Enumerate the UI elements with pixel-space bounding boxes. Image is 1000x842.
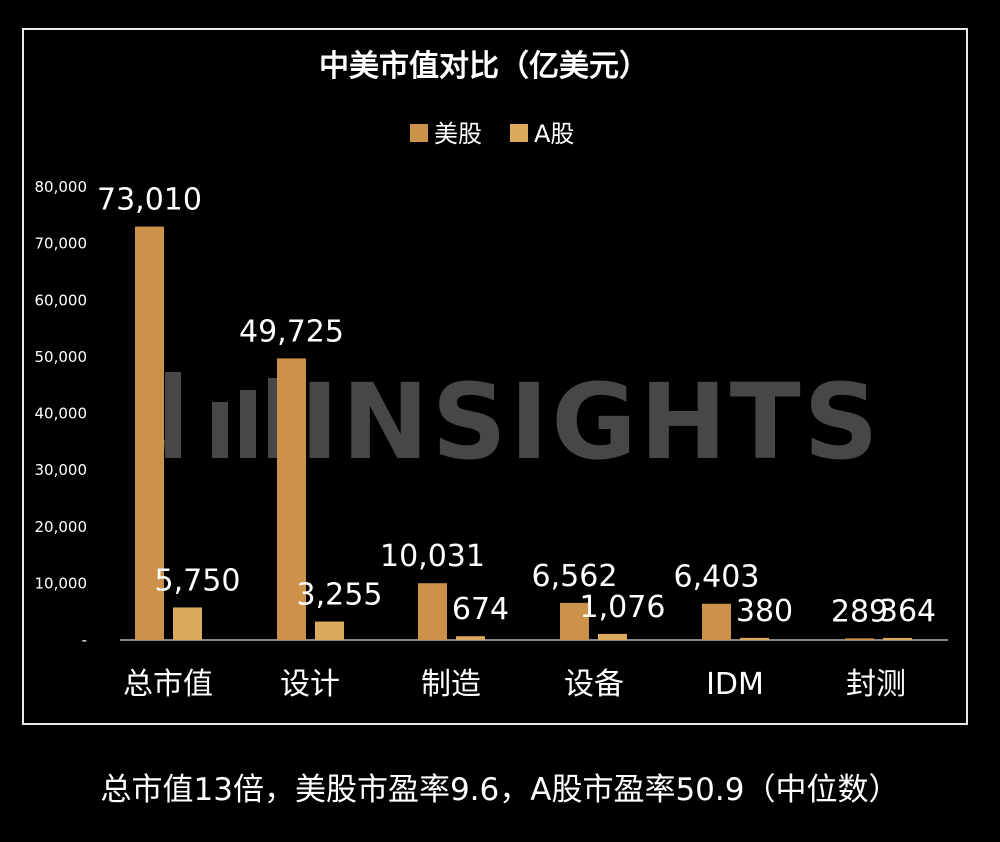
value-label-us-1: 49,725 — [239, 314, 344, 349]
bar-us-1 — [277, 358, 306, 640]
value-label-us-0: 73,010 — [97, 183, 202, 218]
watermark-text: INSIGHTS — [300, 361, 882, 483]
footnote: 总市值13倍，美股市盈率9.6，A股市盈率50.9（中位数） — [100, 772, 900, 808]
watermark: INSIGHTS — [140, 361, 882, 483]
y-tick-label: 70,000 — [35, 235, 88, 253]
bar-us-0 — [135, 226, 164, 640]
x-category-label: 封测 — [846, 667, 906, 702]
y-tick-label: 40,000 — [35, 405, 88, 423]
chart-title: 中美市值对比（亿美元） — [319, 49, 649, 84]
x-category-label: IDM — [706, 667, 764, 702]
y-tick-label: 60,000 — [35, 291, 88, 309]
value-label-a-3: 1,076 — [580, 590, 666, 625]
x-category-label: 设备 — [564, 667, 624, 702]
bar-a-4 — [740, 637, 769, 640]
legend-swatch-us — [410, 124, 428, 142]
legend: 美股 A股 — [410, 120, 574, 148]
y-tick-label: 10,000 — [35, 574, 88, 592]
bar-us-5 — [845, 638, 874, 640]
bar-a-5 — [883, 637, 912, 640]
bar-a-1 — [315, 621, 344, 640]
category-labels: 总市值 设计 制造 设备 IDM 封测 — [123, 667, 906, 702]
value-label-a-5: 364 — [879, 594, 936, 629]
value-label-a-0: 5,750 — [155, 563, 241, 598]
y-tick-label: 20,000 — [35, 518, 88, 536]
chart-frame — [22, 28, 968, 725]
value-label-a-4: 380 — [736, 594, 793, 629]
x-category-label: 设计 — [280, 667, 340, 702]
value-labels: 73,010 49,725 10,031 6,562 6,403 289 5,750 3,25… — [97, 183, 936, 630]
bars — [135, 226, 912, 640]
bar-us-2 — [418, 583, 447, 640]
y-tick-label: 30,000 — [35, 461, 88, 479]
bar-us-4 — [702, 603, 731, 640]
value-label-a-2: 674 — [452, 592, 509, 627]
bar-a-2 — [456, 636, 485, 640]
y-tick-label: - — [82, 631, 87, 649]
value-label-us-2: 10,031 — [380, 539, 485, 574]
x-category-label: 制造 — [421, 667, 481, 702]
value-label-us-5: 289 — [831, 594, 888, 629]
y-tick-label: 80,000 — [35, 178, 88, 196]
y-axis: - 10,000 20,000 30,000 40,000 50,000 60,000 70,… — [35, 178, 88, 649]
x-category-label: 总市值 — [123, 667, 213, 702]
bar-a-0 — [173, 607, 202, 640]
value-label-a-1: 3,255 — [297, 578, 383, 613]
bar-us-3 — [560, 602, 589, 640]
y-tick-label: 50,000 — [35, 348, 88, 366]
value-label-us-3: 6,562 — [532, 559, 618, 594]
bar-a-3 — [598, 633, 627, 640]
legend-label-a: A股 — [534, 120, 574, 148]
value-label-us-4: 6,403 — [674, 560, 760, 595]
legend-label-us: 美股 — [434, 120, 482, 148]
legend-swatch-a — [510, 124, 528, 142]
